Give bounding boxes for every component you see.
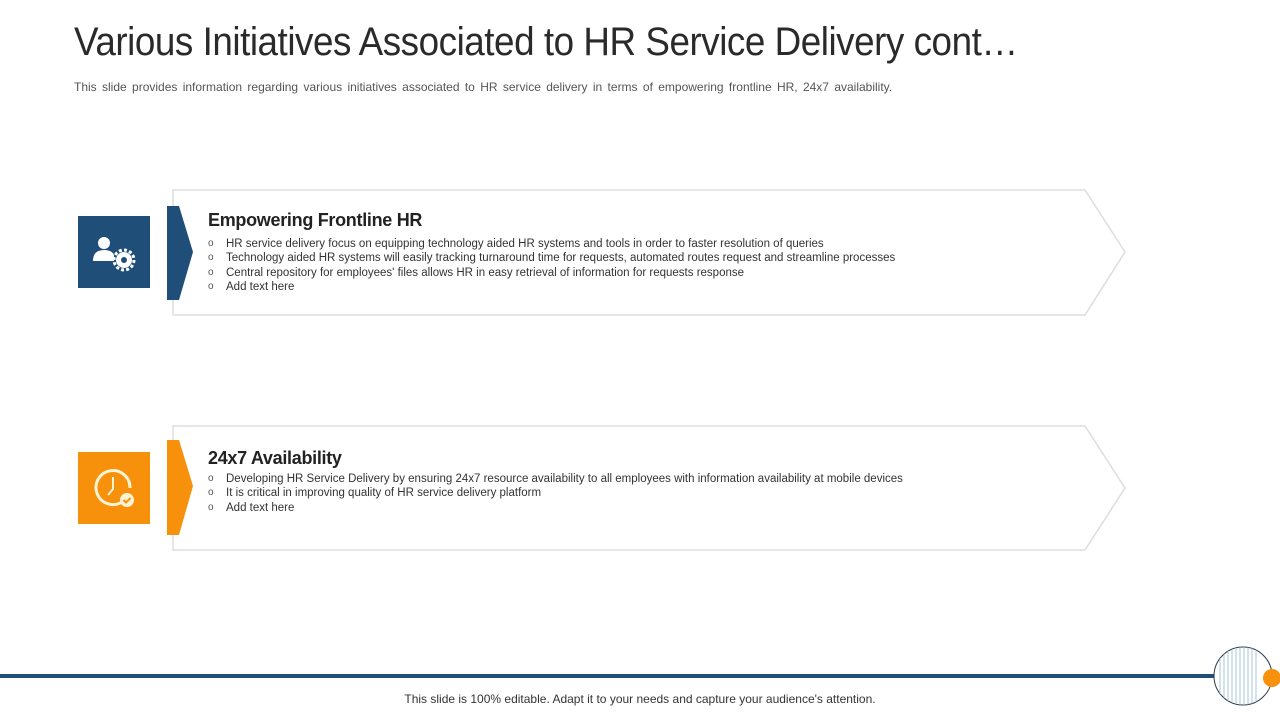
bullet-item: Developing HR Service Delivery by ensuri… xyxy=(208,472,928,487)
initiative-card-empowering-frontline-hr: Empowering Frontline HR HR service deliv… xyxy=(165,188,1135,318)
card-title: 24x7 Availability xyxy=(208,448,342,468)
arrow-tab xyxy=(167,206,193,300)
bullet-item: Add text here xyxy=(208,501,928,516)
card-title: Empowering Frontline HR xyxy=(208,210,423,230)
user-gear-icon xyxy=(78,216,150,288)
bullet-item: Add text here xyxy=(208,280,928,295)
page-title: Various Initiatives Associated to HR Ser… xyxy=(74,20,1018,64)
initiative-card-24x7-availability: 24x7 Availability Developing HR Service … xyxy=(165,424,1135,554)
bullet-list: HR service delivery focus on equipping t… xyxy=(208,237,928,294)
footer-text: This slide is 100% editable. Adapt it to… xyxy=(404,692,876,706)
clock-check-icon xyxy=(78,452,150,524)
bullet-item: HR service delivery focus on equipping t… xyxy=(208,237,928,252)
bullet-item: Technology aided HR systems will easily … xyxy=(208,251,928,266)
bullet-list: Developing HR Service Delivery by ensuri… xyxy=(208,472,928,515)
footer-divider xyxy=(0,674,1215,678)
decorative-circle-icon xyxy=(1213,646,1280,706)
page-subtitle: This slide provides information regardin… xyxy=(74,80,893,94)
arrow-tab xyxy=(167,440,193,535)
bullet-item: Central repository for employees' files … xyxy=(208,266,928,281)
bullet-item: It is critical in improving quality of H… xyxy=(208,486,928,501)
